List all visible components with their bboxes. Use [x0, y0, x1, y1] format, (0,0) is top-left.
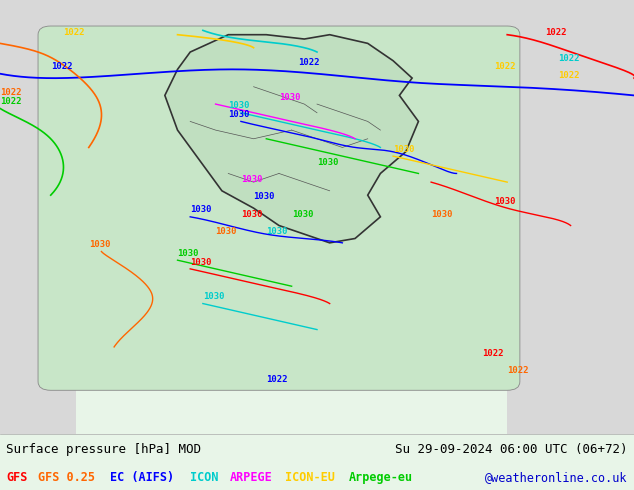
Text: 1022: 1022 [482, 348, 503, 358]
Text: EC (AIFS): EC (AIFS) [110, 471, 174, 484]
Text: 1022: 1022 [63, 28, 85, 37]
Text: 1030: 1030 [279, 93, 301, 102]
Text: 1030: 1030 [431, 210, 453, 219]
Text: @weatheronline.co.uk: @weatheronline.co.uk [485, 471, 628, 484]
Text: 1030: 1030 [178, 249, 199, 258]
Text: 1022: 1022 [507, 366, 529, 375]
Text: ARPEGE: ARPEGE [230, 471, 272, 484]
Text: ICON-EU: ICON-EU [285, 471, 335, 484]
Text: 1030: 1030 [292, 210, 313, 219]
Text: 1022: 1022 [558, 71, 579, 80]
Text: 1030: 1030 [317, 158, 339, 167]
Text: 1030: 1030 [254, 193, 275, 201]
Bar [0, 0, 76, 434]
Text: 1030: 1030 [241, 210, 262, 219]
Text: ICON: ICON [190, 471, 218, 484]
Text: 1022: 1022 [545, 28, 567, 37]
Text: 1030: 1030 [241, 175, 262, 184]
Text: 1030: 1030 [216, 227, 237, 236]
Text: 1030: 1030 [495, 197, 516, 206]
Text: Arpege-eu: Arpege-eu [349, 471, 413, 484]
Text: 1030: 1030 [228, 101, 250, 110]
Bar [507, 0, 634, 434]
Text: 1030: 1030 [393, 145, 415, 154]
Text: 1030: 1030 [190, 258, 212, 267]
Text: 1022: 1022 [0, 88, 22, 98]
Text: 1030: 1030 [266, 227, 288, 236]
Text: 1030: 1030 [228, 110, 250, 119]
FancyBboxPatch shape [38, 26, 520, 390]
Text: GFS 0.25: GFS 0.25 [39, 471, 95, 484]
Text: 1022: 1022 [0, 97, 22, 106]
Text: 1022: 1022 [266, 375, 288, 384]
Text: GFS: GFS [6, 471, 28, 484]
Text: 1022: 1022 [51, 62, 72, 72]
Text: 1030: 1030 [89, 240, 110, 249]
Text: 1022: 1022 [298, 58, 320, 67]
Bar [0, 0, 634, 52]
Text: 1022: 1022 [495, 62, 516, 72]
Text: 1030: 1030 [203, 292, 224, 301]
Text: 1022: 1022 [558, 54, 579, 63]
Text: Su 29-09-2024 06:00 UTC (06+72): Su 29-09-2024 06:00 UTC (06+72) [395, 443, 628, 456]
Text: 1030: 1030 [190, 205, 212, 215]
Text: Surface pressure [hPa] MOD: Surface pressure [hPa] MOD [6, 443, 202, 456]
Polygon shape [165, 35, 418, 243]
